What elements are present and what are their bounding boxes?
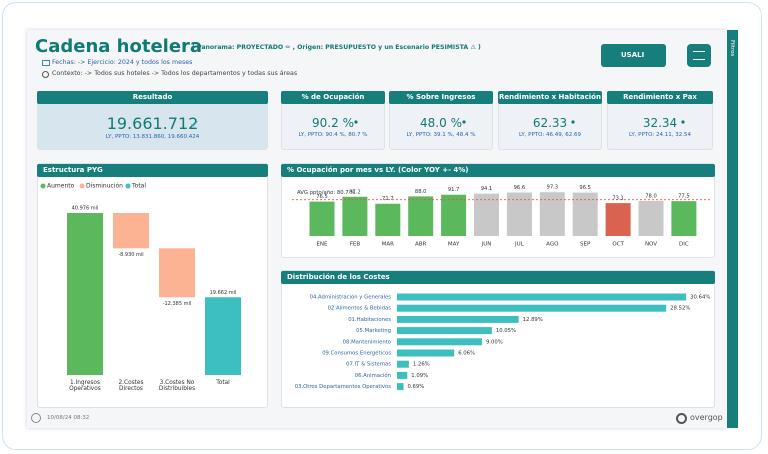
chart-title: % Ocupación por mes vs LY. (Color YOY +-… (281, 164, 715, 177)
context: Contexto: -> Todos sus hoteles -> Todos … (52, 70, 298, 77)
chart-title: Distribución de los Costes (281, 271, 715, 284)
costs-panel (281, 270, 715, 408)
kpi-value: 90.2 % (312, 116, 354, 130)
category-label: 1.Ingresos Operativos (69, 380, 101, 392)
kpi-reference: LY, PPTO: 46.49, 62.69 (518, 132, 581, 138)
kpi-value: 62.33 (532, 116, 568, 130)
kpi-value: 48.0 % (420, 116, 462, 130)
chart-title: Estructura PYG (37, 164, 268, 177)
occupancy-panel (281, 163, 715, 258)
kpi-title: Rendimiento x Pax (607, 91, 713, 104)
info-icon (42, 71, 49, 78)
kpi-title: % Sobre Ingresos (389, 91, 493, 104)
refresh-icon[interactable] (31, 413, 41, 423)
kpi-reference: LY, PPTO: 24.11, 32.54 (628, 132, 691, 138)
scenario: ( Panorama: PROYECTADO ✏ , Origen: PRESU… (192, 44, 481, 51)
kpi-reference: LY, PPTO: 13.831.860, 19.660.424 (105, 134, 200, 140)
logo-icon (676, 413, 687, 424)
kpi-reference: LY, PPTO: 90.4 %, 80.7 % (298, 132, 368, 138)
waterfall-panel (37, 163, 268, 408)
kpi-title: Rendimiento x Habitación (498, 91, 602, 104)
usali-button[interactable]: USALI (601, 44, 666, 67)
calendar-icon (42, 60, 50, 66)
timestamp: 10/08/24 08:32 (47, 415, 90, 421)
kpi-title: % de Ocupación (281, 91, 385, 104)
filters-label: Filtros (729, 40, 735, 57)
filters-strip[interactable]: Filtros (727, 30, 738, 428)
category-label: 3.Costes No Distribuibles (158, 380, 196, 392)
kpi-value: 32.34 (642, 116, 678, 130)
kpi-value: 19.661.712 (106, 114, 199, 133)
usali-label: USALI (621, 51, 645, 59)
menu-icon (693, 51, 705, 60)
kpi-title: Resultado (37, 91, 268, 104)
kpi-reference: LY, PPTO: 39.1 %, 48.4 % (406, 132, 476, 138)
category-label: 2.Costes Directos (118, 380, 144, 392)
frame (2, 2, 762, 450)
category-label: Total (216, 380, 230, 386)
title: Cadena hotelera (35, 36, 203, 57)
logo: overgop (690, 413, 723, 422)
menu-button[interactable] (687, 44, 711, 67)
dates: Fechas: -> Ejercicio: 2024 y todos los m… (52, 59, 193, 66)
